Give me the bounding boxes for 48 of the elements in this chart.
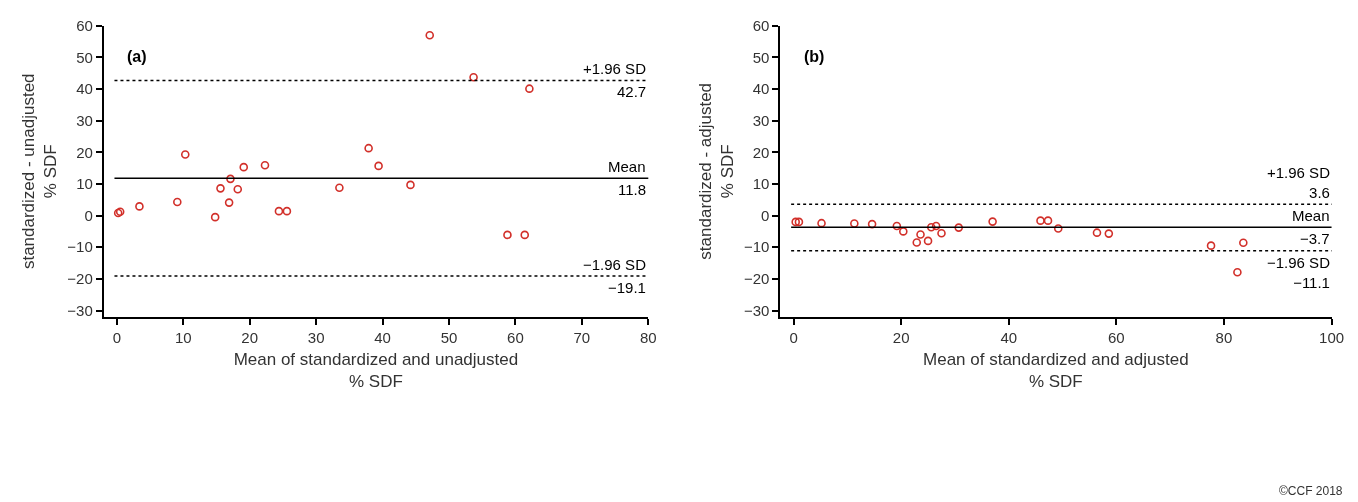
ref-line-label: +1.96 SD 3.6 [1267,164,1331,201]
y-axis-title: standardized - unadjusted % SDF [19,73,61,270]
y-tick-label: 0 [84,206,93,224]
x-tick-label: 0 [112,328,122,346]
x-tick-label: 30 [307,328,325,346]
y-tick-label: 50 [752,48,770,66]
text: (a) [127,48,147,65]
ref-line-label: −1.96 SD −11.1 [1267,254,1331,291]
x-tick-label: 50 [440,328,458,346]
y-tick-label: 0 [761,206,770,224]
y-tick-label: −20 [67,270,93,288]
x-tick-label: 0 [789,328,798,346]
y-tick-label: −10 [743,238,770,256]
ref-line-label: −1.96 SD −19.1 [583,256,647,296]
x-axis-title: Mean of standardized and adjusted % SDF [923,349,1189,391]
y-tick-label: 10 [752,175,770,193]
ref-line-label: Mean −3.7 [1292,207,1330,247]
x-tick-label: 80 [639,328,657,346]
x-axis-title: Mean of standardized and unadjusted % SDF [233,349,519,391]
y-tick-label: 20 [752,143,770,161]
x-tick-label: 80 [1215,328,1233,346]
ref-line-label: +1.96 SD 42.7 [583,60,647,100]
x-tick-label: 100 [1319,328,1345,346]
ref-line-label: Mean 11.8 [608,158,647,198]
y-tick-label: 10 [76,175,93,193]
y-tick-label: 20 [76,143,93,161]
text: (b) [804,48,825,65]
x-tick-label: 40 [374,328,391,346]
y-tick-label: 40 [752,80,770,98]
x-tick-label: 20 [241,328,259,346]
y-tick-label: 40 [76,80,93,98]
y-tick-label: 60 [752,16,770,34]
y-tick-label: −10 [67,238,93,256]
y-tick-label: 50 [76,48,93,66]
y-tick-label: 30 [752,111,770,129]
x-tick-label: 70 [573,328,591,346]
y-tick-label: 60 [76,16,93,34]
text: ©CCF 2018 [1279,484,1343,498]
y-tick-label: 30 [76,111,93,129]
x-tick-label: 60 [1108,328,1125,346]
x-tick-label: 10 [174,328,192,346]
y-tick-label: −30 [67,301,93,319]
x-tick-label: 20 [892,328,910,346]
y-tick-label: −20 [743,270,770,288]
y-axis-title: standardized - adjusted % SDF [695,82,737,260]
x-tick-label: 60 [507,328,524,346]
y-tick-label: −30 [743,301,770,319]
x-tick-label: 40 [1000,328,1018,346]
